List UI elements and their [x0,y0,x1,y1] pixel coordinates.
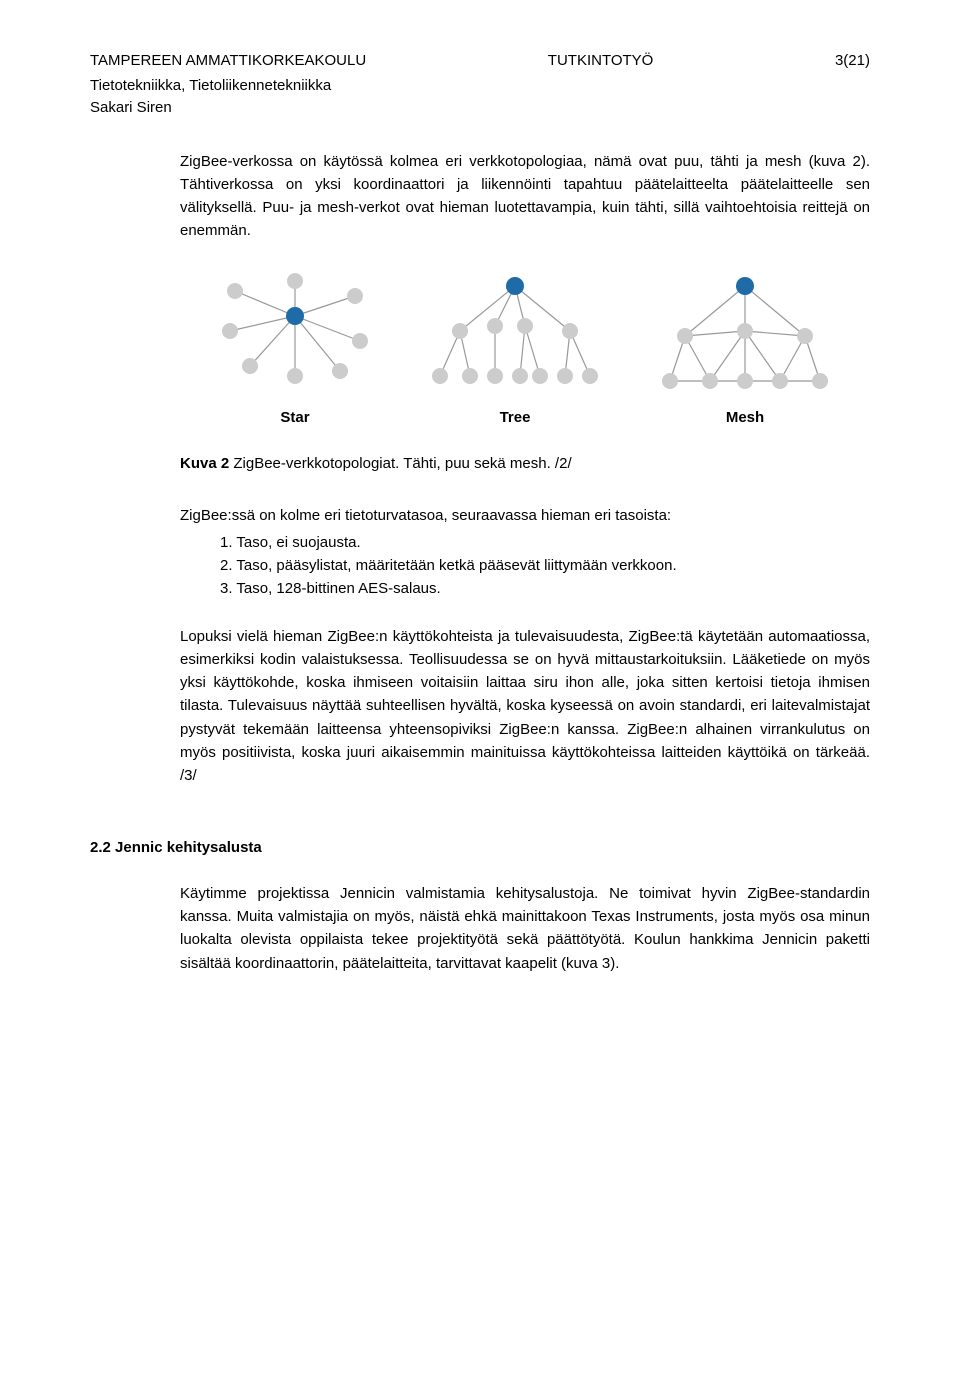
star-label: Star [280,407,309,430]
security-list: 1. Taso, ei suojausta. 2. Taso, pääsylis… [220,531,870,601]
header-page: 3(21) [835,50,870,73]
list-item: 2. Taso, pääsylistat, määritetään ketkä … [220,554,870,577]
mesh-label: Mesh [726,407,764,430]
paragraph-2: ZigBee:ssä on kolme eri tietoturvatasoa,… [180,504,870,527]
topology-mesh: Mesh [655,271,835,430]
paragraph-3: Lopuksi vielä hieman ZigBee:n käyttökoht… [180,625,870,788]
section-body: Käytimme projektissa Jennicin valmistami… [180,882,870,975]
paragraph-1: ZigBee-verkossa on käytössä kolmea eri v… [180,150,870,243]
tree-label: Tree [500,407,531,430]
header-title: TUTKINTOTYÖ [366,50,835,73]
header-dept: Tietotekniikka, Tietoliikennetekniikka [90,75,870,98]
header-org: TAMPEREEN AMMATTIKORKEAKOULU [90,50,366,73]
topology-star: Star [215,271,375,430]
content-body: ZigBee-verkossa on käytössä kolmea eri v… [180,150,870,788]
caption-text: ZigBee-verkkotopologiat. Tähti, puu sekä… [229,455,571,472]
header-author: Sakari Siren [90,97,870,120]
mesh-diagram [655,271,835,401]
section-heading: 2.2 Jennic kehitysalusta [90,837,870,860]
figure-caption: Kuva 2 ZigBee-verkkotopologiat. Tähti, p… [180,453,870,476]
topology-tree: Tree [425,271,605,430]
list-item: 3. Taso, 128-bittinen AES-salaus. [220,577,870,600]
page-header: TAMPEREEN AMMATTIKORKEAKOULU TUTKINTOTYÖ… [90,50,870,73]
caption-bold: Kuva 2 [180,455,229,472]
topology-figure: Star [180,271,870,430]
tree-diagram [425,271,605,401]
paragraph-4: Käytimme projektissa Jennicin valmistami… [180,882,870,975]
list-item: 1. Taso, ei suojausta. [220,531,870,554]
star-diagram [215,271,375,401]
